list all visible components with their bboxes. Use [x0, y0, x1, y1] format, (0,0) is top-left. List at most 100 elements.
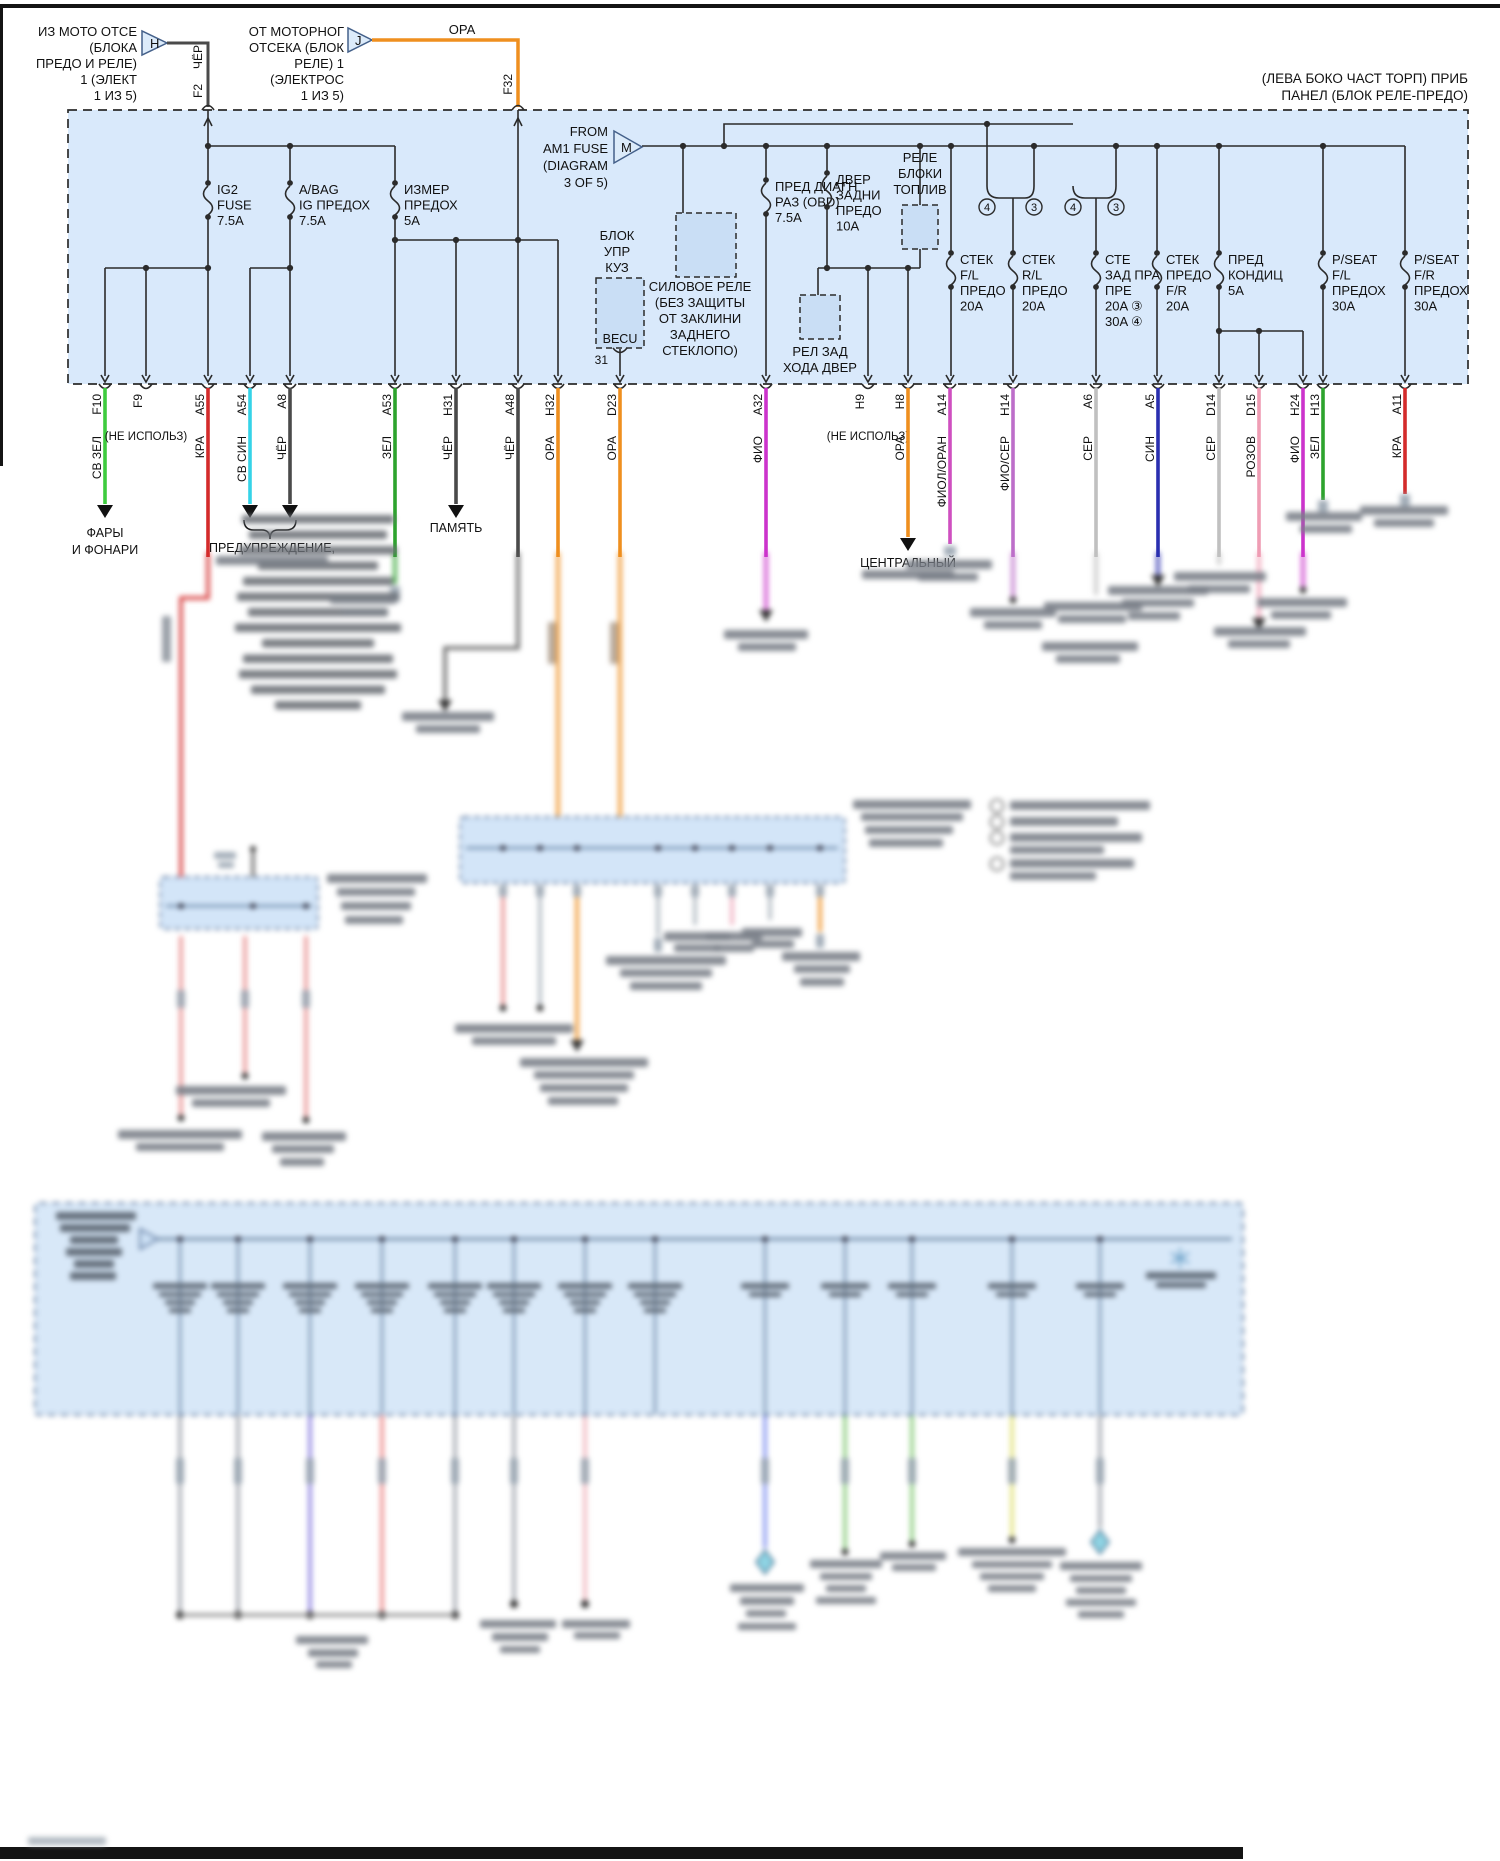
svg-text:СТЕКЛОПО): СТЕКЛОПО) — [662, 343, 738, 358]
rear-door-relay-box — [799, 294, 841, 340]
svg-text:H13: H13 — [1308, 394, 1322, 416]
svg-text:A6: A6 — [1081, 394, 1095, 409]
svg-text:5A: 5A — [404, 213, 420, 228]
svg-text:A5: A5 — [1143, 394, 1157, 409]
svg-text:10A: 10A — [836, 219, 859, 234]
svg-text:D23: D23 — [605, 394, 619, 416]
svg-text:СЕР: СЕР — [1204, 436, 1218, 461]
becu-box — [595, 277, 645, 349]
svg-text:ЗАДНИ: ЗАДНИ — [836, 188, 881, 203]
svg-text:20A: 20A — [1166, 299, 1189, 314]
svg-text:A48: A48 — [503, 394, 517, 416]
svg-text:7.5A: 7.5A — [299, 213, 326, 228]
fuel-lock-relay-box — [901, 204, 939, 250]
svg-text:ОРА: ОРА — [893, 436, 907, 461]
svg-text:J: J — [355, 33, 362, 48]
svg-text:РОЗОВ: РОЗОВ — [1244, 436, 1258, 478]
svg-text:ФИО: ФИО — [751, 436, 765, 463]
svg-text:IG2: IG2 — [217, 182, 238, 197]
svg-text:20A ③: 20A ③ — [1105, 299, 1143, 314]
source-connectors: H ЧЁР F2 J ОРА F32 — [141, 22, 525, 127]
fuse-relay-box — [67, 109, 1469, 385]
svg-text:ПРЕДОХ: ПРЕДОХ — [1414, 283, 1468, 298]
svg-text:ЗЕЛ: ЗЕЛ — [1308, 436, 1322, 459]
svg-text:ОРА: ОРА — [605, 436, 619, 461]
svg-text:AM1 FUSE: AM1 FUSE — [543, 141, 608, 156]
svg-text:РЕЛ ЗАД: РЕЛ ЗАД — [792, 344, 847, 359]
pin-A14: A14 ФИОЛ/ОРАН — [935, 374, 957, 544]
svg-text:3 OF 5): 3 OF 5) — [564, 175, 608, 190]
svg-text:3: 3 — [1113, 202, 1119, 214]
svg-text:H14: H14 — [998, 394, 1012, 416]
svg-text:P/SEAT: P/SEAT — [1332, 252, 1377, 267]
svg-text:F10: F10 — [90, 394, 104, 415]
svg-text:РАЗ (OBD): РАЗ (OBD) — [775, 195, 840, 210]
svg-text:5A: 5A — [1228, 283, 1244, 298]
svg-text:ЧЁР: ЧЁР — [441, 436, 455, 460]
svg-text:СИН: СИН — [1143, 436, 1157, 462]
svg-text:ЗАД ПРА: ЗАД ПРА — [1105, 268, 1161, 283]
svg-text:СТЕК: СТЕК — [1166, 252, 1200, 267]
svg-text:ЗЕЛ: ЗЕЛ — [380, 436, 394, 459]
svg-text:ЧЁР: ЧЁР — [191, 45, 205, 69]
svg-text:ПРЕД ДИАГН: ПРЕД ДИАГН — [775, 179, 857, 194]
svg-text:ДВЕР: ДВЕР — [836, 172, 871, 187]
svg-text:(DIAGRAM: (DIAGRAM — [543, 158, 608, 173]
source-label-engine-fusebox: ИЗ МОТО ОТСЕ (БЛОКА ПРЕДО И РЕЛЕ) 1 (ЭЛЕ… — [35, 24, 137, 103]
svg-text:BECU: BECU — [603, 332, 638, 346]
pin-A48: A48 ЧЁР — [503, 374, 525, 557]
source-label-engine-relaybox: ОТ МОТОРНОГ ОТСЕКА (БЛОК РЕЛЕ) 1 (ЭЛЕКТР… — [248, 24, 344, 103]
svg-text:УПР: УПР — [604, 244, 630, 259]
svg-text:ОТ ЗАКЛИНИ: ОТ ЗАКЛИНИ — [659, 311, 741, 326]
svg-text:F/R: F/R — [1414, 268, 1435, 283]
pin-H9: H9 (НЕ ИСПОЛЬЗ) — [827, 374, 910, 443]
svg-text:H: H — [150, 36, 159, 51]
branch-number-tags: 4 3 4 3 — [978, 198, 1125, 216]
svg-text:СЕР: СЕР — [1081, 436, 1095, 461]
svg-text:A55: A55 — [193, 394, 207, 416]
svg-text:4: 4 — [984, 202, 990, 214]
svg-text:ПРЕДО: ПРЕДО — [1022, 283, 1068, 298]
svg-text:20A: 20A — [1022, 299, 1045, 314]
svg-text:ПРЕДОХ: ПРЕДОХ — [1332, 283, 1386, 298]
svg-text:ЧЁР: ЧЁР — [503, 436, 517, 460]
svg-text:A53: A53 — [380, 394, 394, 416]
pin-F10: F10 СВ ЗЕЛ — [90, 374, 113, 518]
svg-text:СВ СИН: СВ СИН — [235, 436, 249, 482]
pin-A11: A11 КРА — [1390, 374, 1412, 494]
svg-text:FROM: FROM — [570, 124, 608, 139]
svg-text:И ФОНАРИ: И ФОНАРИ — [72, 543, 138, 557]
pin-H14: H14 ФИО/СЕР — [998, 374, 1020, 557]
svg-text:FUSE: FUSE — [217, 198, 252, 213]
svg-text:F/L: F/L — [960, 268, 979, 283]
svg-text:СТЕК: СТЕК — [960, 252, 994, 267]
svg-text:H32: H32 — [543, 394, 557, 416]
svg-text:ЧЁР: ЧЁР — [275, 436, 289, 460]
svg-text:IG ПРЕДОХ: IG ПРЕДОХ — [299, 198, 370, 213]
svg-text:СТЕ: СТЕ — [1105, 252, 1131, 267]
svg-text:БЛОКИ: БЛОКИ — [898, 166, 942, 181]
svg-text:БЛОК: БЛОК — [600, 228, 635, 243]
svg-text:ПРЕД: ПРЕД — [1228, 252, 1264, 267]
svg-text:F/R: F/R — [1166, 283, 1187, 298]
svg-text:СТЕК: СТЕК — [1022, 252, 1056, 267]
svg-text:ПАМЯТЬ: ПАМЯТЬ — [430, 521, 483, 535]
svg-text:КРА: КРА — [193, 436, 207, 458]
pin-A8: A8 ЧЁР — [275, 374, 298, 518]
pin-A54: A54 СВ СИН — [235, 374, 258, 518]
blurred-wires — [162, 494, 1410, 1619]
svg-text:H31: H31 — [441, 394, 455, 416]
svg-text:H9: H9 — [853, 394, 867, 410]
pin-F9: F9 (НЕ ИСПОЛЬЗ) — [105, 374, 187, 443]
svg-text:ФИО: ФИО — [1288, 436, 1302, 463]
svg-text:(НЕ ИСПОЛЬЗ): (НЕ ИСПОЛЬЗ) — [827, 431, 910, 443]
left-border-line — [0, 4, 3, 466]
